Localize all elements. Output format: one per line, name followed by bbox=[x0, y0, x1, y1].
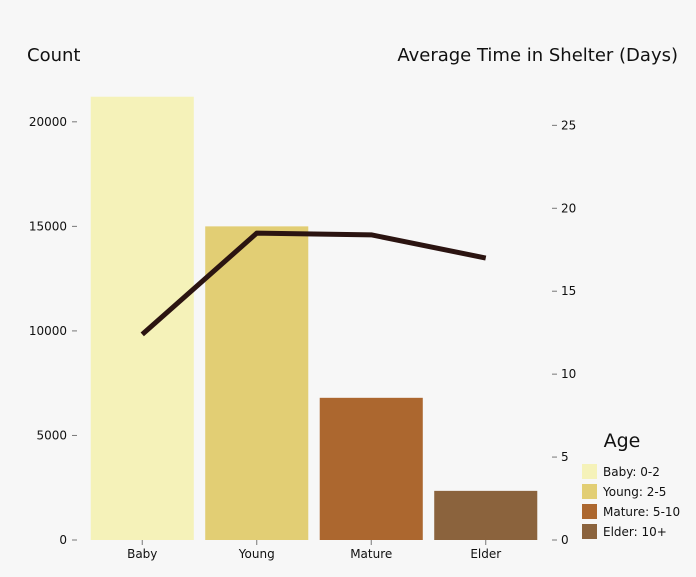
bar-mature bbox=[320, 398, 423, 540]
legend-swatch-0 bbox=[582, 464, 597, 479]
left-tick-label-5000: 5000 bbox=[36, 428, 67, 442]
x-tick-label-elder: Elder bbox=[470, 547, 501, 561]
legend-swatch-2 bbox=[582, 504, 597, 519]
left-tick-label-0: 0 bbox=[59, 533, 67, 547]
left-tick-label-10000: 10000 bbox=[29, 324, 67, 338]
legend-label-1: Young: 2-5 bbox=[602, 485, 666, 499]
x-tick-label-baby: Baby bbox=[127, 547, 157, 561]
bar-elder bbox=[434, 491, 537, 540]
left-tick-label-20000: 20000 bbox=[29, 115, 67, 129]
x-tick-label-mature: Mature bbox=[350, 547, 392, 561]
x-tick-label-young: Young bbox=[238, 547, 275, 561]
legend-label-0: Baby: 0-2 bbox=[603, 465, 660, 479]
right-tick-label-20: 20 bbox=[561, 201, 576, 215]
left-axis-title: Count bbox=[27, 45, 80, 66]
right-axis-title: Average Time in Shelter (Days) bbox=[397, 45, 678, 66]
right-tick-label-0: 0 bbox=[561, 533, 569, 547]
legend-swatch-1 bbox=[582, 484, 597, 499]
bar-baby bbox=[91, 97, 194, 540]
legend-label-2: Mature: 5-10 bbox=[603, 505, 680, 519]
bar-young bbox=[205, 226, 308, 540]
right-tick-label-10: 10 bbox=[561, 367, 576, 381]
right-tick-label-25: 25 bbox=[561, 118, 576, 132]
legend-title: Age bbox=[604, 430, 641, 452]
left-tick-label-15000: 15000 bbox=[29, 219, 67, 233]
legend-swatch-3 bbox=[582, 524, 597, 539]
right-tick-label-15: 15 bbox=[561, 284, 576, 298]
legend-label-3: Elder: 10+ bbox=[603, 525, 667, 539]
right-tick-label-5: 5 bbox=[561, 450, 569, 464]
